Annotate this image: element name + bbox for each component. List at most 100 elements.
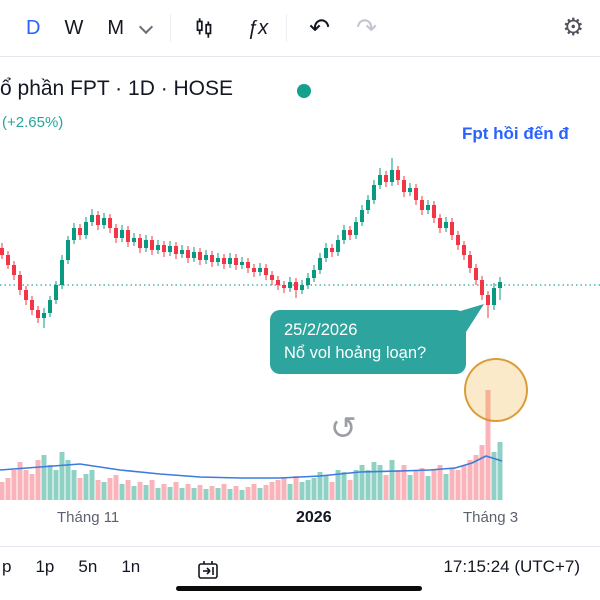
candle-body: [468, 255, 472, 268]
candle-body: [24, 290, 28, 300]
candle-body: [258, 268, 262, 272]
x-axis-label-thang-11: Tháng 11: [57, 509, 120, 526]
range-button-4[interactable]: 1n: [121, 557, 141, 576]
volume-bar: [275, 480, 281, 500]
chevron-down-icon[interactable]: [140, 22, 152, 34]
volume-bar: [107, 478, 113, 500]
volume-bar: [5, 478, 11, 500]
refresh-icon[interactable]: ↺: [330, 410, 357, 446]
volume-bar: [443, 474, 449, 500]
callout-bubble[interactable]: 25/2/2026 Nổ vol hoảng loạn?: [270, 304, 484, 375]
candle-body: [186, 250, 190, 258]
server-time[interactable]: 17:15:24 (UTC+7): [443, 557, 580, 576]
settings-gear-icon[interactable]: ⚙: [562, 14, 584, 41]
volume-bar: [227, 489, 233, 500]
volume-bar: [125, 480, 131, 500]
volume-bar: [17, 462, 23, 500]
indicators-fx-icon[interactable]: ƒx: [247, 16, 269, 39]
volume-bar: [497, 442, 503, 500]
candle-body: [336, 240, 340, 252]
candle-body: [486, 295, 490, 305]
candle-body: [348, 230, 352, 235]
volume-bar: [221, 484, 227, 500]
volume-bar: [431, 470, 437, 500]
candle-body: [96, 215, 100, 225]
timeframe-month-button[interactable]: M: [107, 16, 125, 39]
volume-bar: [269, 482, 275, 500]
volume-bar: [233, 486, 239, 500]
candle-body: [120, 230, 124, 238]
candle-body: [372, 185, 376, 200]
range-button-3[interactable]: 5n: [78, 557, 98, 576]
candle-body: [144, 240, 148, 248]
candle-body: [180, 250, 184, 254]
go-to-date-icon[interactable]: [196, 558, 220, 582]
candle-body: [78, 228, 82, 235]
volume-bar: [407, 475, 413, 500]
volume-bar: [203, 489, 209, 500]
range-button-1[interactable]: p: [2, 557, 12, 576]
candle-body: [312, 270, 316, 278]
volume-bar: [401, 465, 407, 500]
timeframe-week-button[interactable]: W: [64, 16, 84, 39]
candle-body: [114, 228, 118, 238]
candle-body: [102, 218, 106, 225]
volume-bar: [47, 465, 53, 500]
candle-body: [132, 238, 136, 242]
volume-bar: [0, 482, 5, 500]
chart-annotation-note[interactable]: Fpt hồi đến đ: [462, 124, 569, 143]
volume-bar: [341, 472, 347, 500]
candle-body: [270, 275, 274, 280]
volume-bar: [197, 485, 203, 500]
candle-body: [384, 175, 388, 182]
symbol-title[interactable]: ổ phần FPT · 1D · HOSE: [0, 77, 234, 100]
candle-body: [0, 248, 4, 255]
volume-bar: [461, 465, 467, 500]
candle-body: [174, 246, 178, 254]
candle-body: [420, 200, 424, 210]
volume-bar: [167, 487, 173, 500]
volume-bar: [287, 484, 293, 500]
volume-ma-line: [0, 455, 503, 479]
volume-bar: [113, 475, 119, 500]
timeframe-day-button[interactable]: D: [26, 16, 41, 39]
candle-body: [294, 282, 298, 290]
candle-body: [156, 245, 160, 250]
chart-type-icon[interactable]: [191, 15, 217, 41]
volume-bar: [449, 468, 455, 500]
x-axis-label-thang-3: Tháng 3: [463, 509, 519, 526]
volume-bar: [143, 485, 149, 500]
volume-bar: [299, 482, 305, 500]
candle-body: [282, 285, 286, 288]
volume-bar: [71, 470, 77, 500]
candle-body: [30, 300, 34, 310]
candle-body: [378, 175, 382, 185]
volume-bar: [257, 488, 263, 500]
candle-body: [138, 238, 142, 248]
volume-bar: [137, 482, 143, 500]
candle-body: [108, 218, 112, 228]
volume-bar: [467, 460, 473, 500]
candle-body: [408, 188, 412, 192]
redo-icon[interactable]: ↷: [356, 13, 378, 42]
volume-bar: [365, 470, 371, 500]
volume-bar: [359, 465, 365, 500]
volume-bar: [191, 488, 197, 500]
home-indicator[interactable]: [176, 586, 422, 591]
candle-body: [12, 265, 16, 275]
volume-bar: [455, 470, 461, 500]
range-button-2[interactable]: 1p: [35, 557, 55, 576]
volume-bar: [353, 470, 359, 500]
candle-body: [342, 230, 346, 240]
candle-body: [396, 170, 400, 180]
undo-icon[interactable]: ↶: [309, 13, 331, 42]
volume-bar: [485, 390, 491, 500]
candle-body: [300, 285, 304, 290]
market-status-dot[interactable]: [297, 84, 311, 98]
volume-bar: [479, 445, 485, 500]
volume-bar: [209, 486, 215, 500]
volume-bar: [437, 465, 443, 500]
volume-bar: [89, 470, 95, 500]
candle-body: [462, 245, 466, 255]
